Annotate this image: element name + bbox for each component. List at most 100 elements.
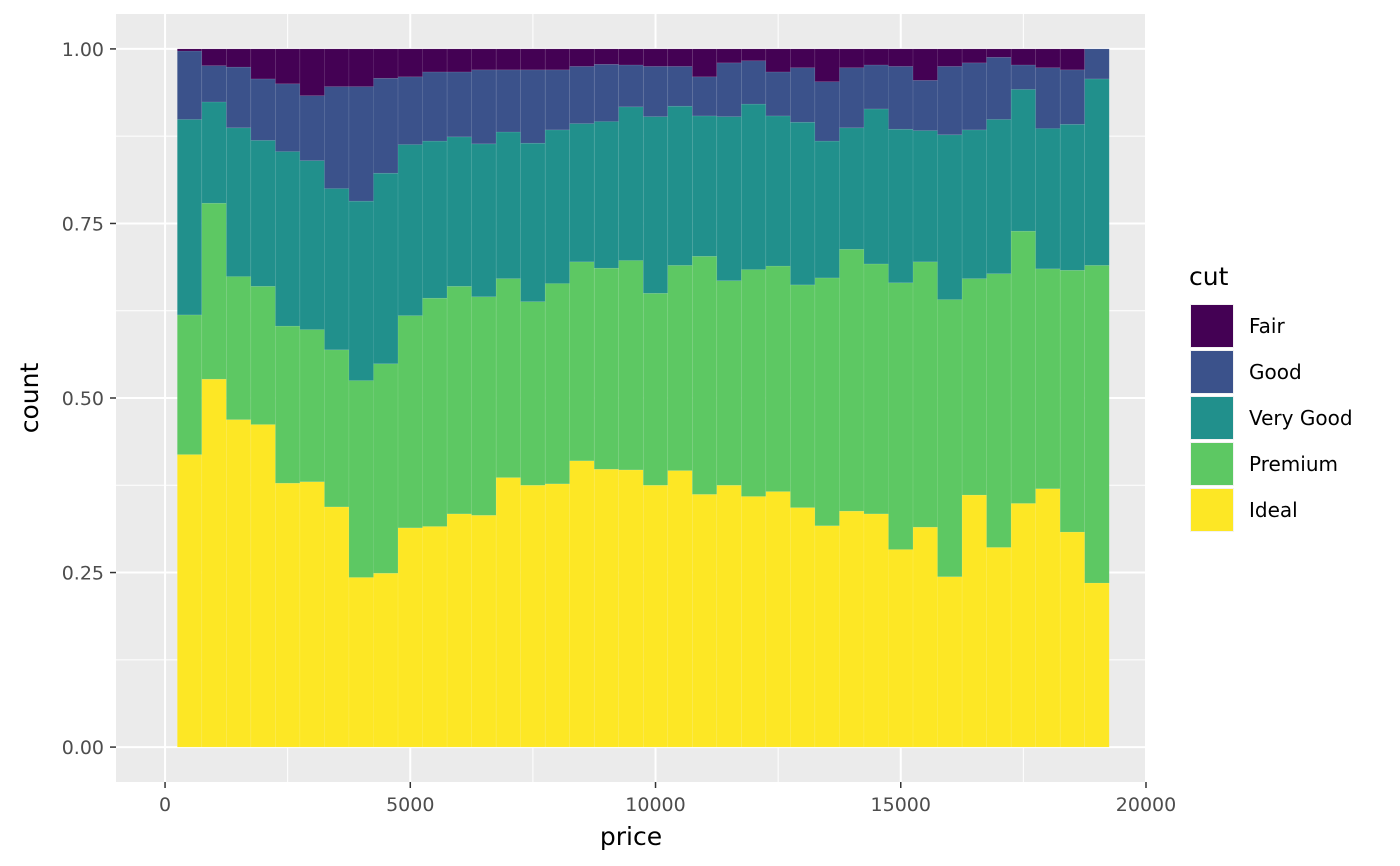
bar-segment-good — [814, 81, 840, 142]
bar-segment-fair — [716, 48, 742, 64]
bar-segment-premium — [446, 285, 472, 515]
y-tick-label: 0.00 — [62, 737, 104, 759]
bar-segment-ideal — [250, 424, 276, 748]
y-tick-label: 0.75 — [62, 213, 104, 235]
legend-label: Ideal — [1249, 498, 1298, 522]
bar-segment-fair — [790, 48, 816, 69]
bar-segment-fair — [495, 48, 521, 71]
bar-segment-fair — [569, 48, 595, 67]
x-tick-label: 15000 — [871, 794, 931, 816]
bar-segment-fair — [642, 48, 669, 67]
bar-segment-ideal — [324, 506, 350, 748]
bar-segment-ideal — [937, 576, 963, 748]
bar-segment-ideal — [863, 513, 889, 748]
bar-segment-very-good — [569, 123, 595, 263]
bar-segment-premium — [520, 301, 546, 486]
bar-segment-ideal — [226, 419, 252, 748]
bar-segment-very-good — [397, 144, 423, 316]
bar-segment-fair — [986, 48, 1012, 58]
bar-segment-premium — [250, 285, 276, 425]
bar-segment-very-good — [593, 121, 620, 269]
x-axis-title: price — [600, 822, 662, 851]
bar-segment-good — [618, 64, 644, 108]
bar-segment-premium — [716, 280, 742, 486]
bar-segment-ideal — [397, 527, 423, 748]
bar-segment-ideal — [692, 494, 718, 748]
y-axis-title: count — [15, 363, 44, 434]
bar-segment-fair — [1010, 48, 1036, 66]
bar-segment-good — [446, 71, 472, 138]
bar-segment-good — [1084, 48, 1110, 80]
bar-segment-premium — [201, 202, 227, 380]
legend-key-ideal — [1191, 489, 1233, 531]
bar-segment-premium — [373, 363, 399, 574]
bar-segment-very-good — [839, 127, 865, 250]
legend-key-very-good — [1191, 397, 1233, 439]
bar-segment-ideal — [1084, 582, 1110, 748]
bar-segment-ideal — [642, 484, 669, 748]
bar-segment-fair — [299, 48, 325, 96]
y-tick-label: 1.00 — [62, 39, 104, 61]
bar-segment-fair — [446, 48, 472, 73]
legend-label: Very Good — [1249, 406, 1353, 430]
bar-segment-ideal — [1059, 531, 1085, 748]
bar-segment-fair — [618, 48, 644, 66]
bar-segment-very-good — [618, 106, 644, 261]
bar-segment-very-good — [961, 129, 987, 279]
bar-segment-ideal — [741, 496, 767, 748]
bar-segment-premium — [324, 349, 350, 508]
bar-segment-good — [226, 66, 252, 129]
bar-segment-ideal — [544, 483, 570, 748]
bar-segment-premium — [1010, 230, 1036, 504]
bar-segment-very-good — [226, 127, 252, 277]
bar-segment-very-good — [1059, 124, 1085, 271]
y-tick-label: 0.25 — [62, 563, 104, 585]
bar-segment-very-good — [814, 140, 840, 279]
bar-segment-fair — [839, 48, 865, 69]
bar-segment-good — [299, 95, 325, 161]
bar-segment-premium — [863, 263, 889, 515]
bar-segment-premium — [422, 297, 448, 527]
bar-segment-ideal — [912, 526, 938, 748]
bar-segment-fair — [961, 48, 987, 64]
bar-segment-premium — [814, 277, 840, 527]
bar-segment-ideal — [201, 378, 227, 748]
bar-segment-premium — [741, 269, 767, 497]
bar-segment-ideal — [593, 468, 620, 748]
bar-segment-good — [495, 69, 521, 133]
bar-segment-premium — [495, 278, 521, 478]
bar-segment-ideal — [275, 482, 301, 748]
bar-segment-fair — [324, 48, 350, 87]
bar-segment-good — [348, 86, 374, 202]
bar-segment-very-good — [520, 142, 546, 302]
bar-segment-ideal — [495, 477, 521, 748]
bar-segment-fair — [765, 48, 791, 73]
bar-segment-fair — [863, 48, 889, 66]
bar-segment-good — [1035, 67, 1061, 129]
bar-segment-premium — [986, 273, 1012, 548]
bar-segment-fair — [912, 48, 938, 81]
y-axis-ticks: 0.00 0.25 0.50 0.75 1.00 — [62, 39, 116, 759]
bar-segment-premium — [1035, 268, 1061, 490]
bar-segment-good — [692, 76, 718, 117]
bar-segment-good — [986, 56, 1012, 120]
bar-segment-good — [912, 80, 938, 131]
bar-segment-very-good — [299, 160, 325, 330]
bar-segment-ideal — [348, 577, 374, 748]
legend: cut Fair Good Very Good Premium Ideal — [1189, 262, 1353, 532]
bar-segment-very-good — [201, 101, 227, 204]
legend-key-premium — [1191, 443, 1233, 485]
bar-segment-ideal — [422, 526, 448, 748]
bar-segment-fair — [348, 48, 374, 87]
bar-segment-premium — [667, 265, 693, 471]
bar-segment-good — [667, 66, 693, 107]
y-tick-label: 0.50 — [62, 388, 104, 410]
bar-segment-fair — [814, 48, 840, 83]
bar-segment-very-good — [642, 116, 669, 294]
bar-segment-ideal — [471, 514, 497, 748]
bar-segment-fair — [937, 48, 963, 67]
bar-segment-fair — [741, 48, 767, 62]
bar-segment-fair — [1035, 48, 1061, 69]
bar-segment-very-good — [986, 119, 1012, 275]
bar-segment-premium — [544, 283, 570, 485]
